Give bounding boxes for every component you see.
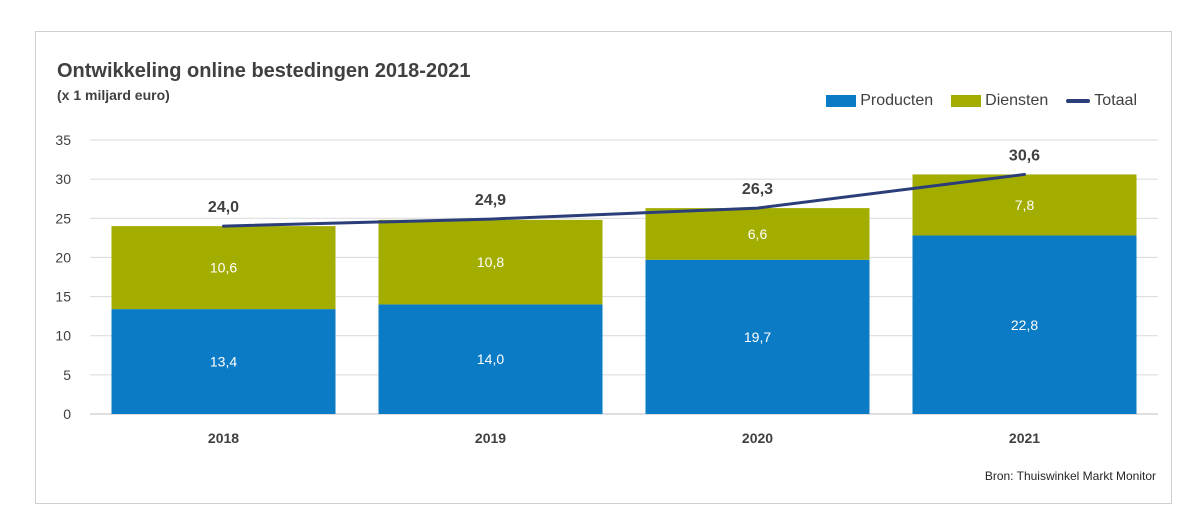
- data-label-totaal-2018: 24,0: [208, 199, 239, 216]
- legend-swatch-diensten: [951, 95, 982, 107]
- x-tick-label: 2020: [742, 430, 773, 446]
- bar-diensten-2020: [645, 208, 870, 260]
- y-tick-label: 5: [63, 367, 71, 383]
- data-label-producten-2020: 19,7: [744, 329, 771, 345]
- bar-producten-2018: [111, 309, 336, 414]
- data-label-diensten-2020: 6,6: [748, 226, 768, 242]
- data-label-diensten-2019: 10,8: [477, 254, 504, 270]
- legend-label-producten: Producten: [860, 92, 934, 109]
- data-label-diensten-2018: 10,6: [210, 260, 237, 276]
- legend-label-totaal: Totaal: [1094, 92, 1137, 109]
- x-tick-label: 2021: [1009, 430, 1040, 446]
- legend-item-diensten: Diensten: [951, 92, 1048, 110]
- bar-diensten-2019: [378, 219, 603, 305]
- source-note: Bron: Thuiswinkel Markt Monitor: [984, 469, 1156, 483]
- y-tick-label: 10: [55, 328, 71, 344]
- y-tick-label: 30: [55, 171, 71, 187]
- x-tick-label: 2019: [475, 430, 506, 446]
- legend-swatch-totaal: [1066, 99, 1091, 103]
- data-label-totaal-2019: 24,9: [475, 192, 506, 209]
- chart-subtitle: (x 1 miljard euro): [57, 87, 170, 103]
- bar-diensten-2018: [111, 226, 336, 310]
- legend-label-diensten: Diensten: [985, 92, 1049, 109]
- chart-title: Ontwikkeling online bestedingen 2018-202…: [57, 60, 471, 82]
- line-totaal: [222, 172, 1026, 228]
- y-tick-label: 25: [55, 210, 71, 226]
- bar-producten-2019: [378, 304, 603, 414]
- data-label-totaal-2021: 30,6: [1009, 147, 1040, 164]
- legend-swatch-producten: [826, 95, 857, 107]
- data-label-producten-2018: 13,4: [210, 354, 237, 370]
- bar-producten-2021: [912, 235, 1137, 414]
- y-tick-label: 20: [55, 249, 71, 265]
- data-label-totaal-2020: 26,3: [742, 181, 773, 198]
- legend-item-producten: Producten: [826, 92, 933, 110]
- data-label-diensten-2021: 7,8: [1015, 197, 1035, 213]
- y-tick-label: 15: [55, 289, 71, 305]
- legend: Producten Diensten Totaal: [826, 92, 1137, 110]
- x-tick-label: 2018: [208, 430, 239, 446]
- y-tick-label: 0: [63, 406, 71, 422]
- data-label-producten-2021: 22,8: [1011, 317, 1038, 333]
- data-label-producten-2019: 14,0: [477, 351, 504, 367]
- bar-producten-2020: [645, 259, 870, 414]
- legend-item-totaal: Totaal: [1066, 92, 1137, 110]
- y-tick-label: 35: [55, 132, 71, 148]
